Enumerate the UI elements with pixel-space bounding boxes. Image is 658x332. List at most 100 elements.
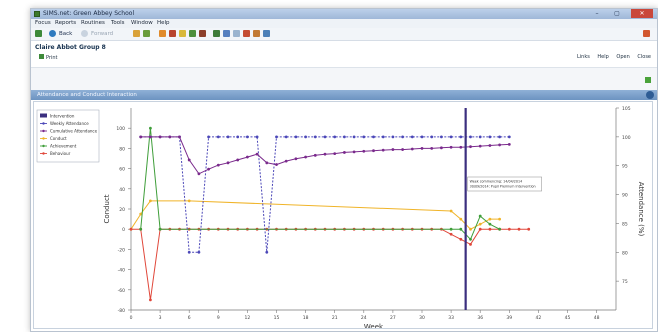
achievement-point [449, 227, 453, 231]
cumulative-attendance-point [488, 144, 492, 147]
achievement-point [469, 237, 472, 241]
x-tick-label: 12 [245, 315, 251, 321]
x-tick-label: 15 [274, 315, 280, 321]
cumulative-attendance-point [401, 148, 404, 151]
menu-tools[interactable]: Tools [111, 20, 125, 26]
cumulative-attendance-point [343, 151, 346, 154]
cumulative-attendance-point [410, 147, 414, 151]
menu-window[interactable]: Window [131, 20, 153, 26]
weekly-attendance-point [294, 135, 298, 139]
cumulative-attendance-point [149, 135, 152, 139]
cumulative-attendance-point [313, 153, 317, 157]
settings-icon[interactable] [645, 77, 651, 83]
calendar-icon[interactable] [223, 30, 230, 37]
x-tick-label: 33 [448, 315, 454, 321]
cumulative-attendance-point [216, 163, 220, 167]
weekly-attendance-point [255, 135, 259, 139]
cumulative-attendance-point [352, 150, 356, 154]
legend-marker [42, 137, 45, 140]
forward-button[interactable]: Forward [91, 31, 114, 37]
weekly-attendance-point [498, 135, 501, 139]
app-icon [34, 11, 40, 17]
help-icon[interactable] [643, 30, 650, 37]
cumulative-attendance-point [430, 147, 434, 150]
chart-icon[interactable] [213, 30, 220, 37]
conduct-icon[interactable] [179, 30, 186, 37]
links-button[interactable]: Links [576, 54, 590, 60]
behaviour-line [131, 228, 529, 300]
weekly-attendance-point [410, 135, 414, 139]
people-icon[interactable] [263, 30, 270, 37]
collapse-icon[interactable] [646, 91, 654, 99]
alert-icon[interactable] [243, 30, 250, 37]
weekly-attendance-point [372, 135, 375, 139]
print-icon [39, 54, 44, 59]
cumulative-attendance-point [178, 135, 181, 139]
notes-icon[interactable] [233, 30, 240, 37]
conduct-point [139, 212, 143, 216]
close-button[interactable]: Close [637, 54, 651, 60]
maximize-button[interactable]: ▢ [614, 10, 620, 17]
cumulative-attendance-point [449, 145, 453, 149]
x-tick-label: 0 [130, 315, 133, 321]
weekly-attendance-point [265, 250, 269, 254]
toolbar: Back Forward [31, 28, 657, 41]
weekly-attendance-point [323, 135, 327, 139]
report-icon[interactable] [199, 30, 206, 37]
close-window-button[interactable]: ✕ [631, 9, 653, 18]
conduct-point [488, 217, 492, 221]
forward-icon[interactable] [81, 30, 88, 37]
cumulative-attendance-point [381, 148, 385, 152]
window-title: SIMS.net: Green Abbey School [43, 10, 135, 17]
legend-marker [42, 122, 45, 125]
weekly-attendance-point [420, 135, 424, 139]
minimize-button[interactable]: – [595, 10, 599, 17]
conduct-point [459, 217, 463, 221]
home-icon[interactable] [35, 30, 42, 37]
menu-reports[interactable]: Reports [55, 20, 77, 26]
y-right-axis-label: Attendance (%) [637, 182, 645, 237]
help-button[interactable]: Help [597, 54, 609, 60]
group-icon[interactable] [159, 30, 166, 37]
menu-help[interactable]: Help [157, 20, 170, 26]
weekly-attendance-point [226, 135, 230, 139]
x-tick-label: 45 [565, 315, 571, 321]
conduct-point [449, 209, 453, 213]
page-title: Claire Abbot Group 8 [35, 44, 106, 51]
conduct-point [498, 217, 501, 221]
cumulative-attendance-point [362, 149, 366, 153]
y-left-tick-label: -40 [118, 268, 125, 274]
weekly-attendance-point [236, 135, 240, 139]
open-button[interactable]: Open [616, 54, 630, 60]
behaviour-point [507, 227, 511, 231]
assessment-icon[interactable] [189, 30, 196, 37]
legend-marker [42, 152, 45, 155]
weekly-attendance-point [362, 135, 366, 139]
achievement-point [498, 227, 501, 231]
achievement-point [139, 227, 143, 231]
search-icon[interactable] [133, 30, 140, 37]
cumulative-attendance-point [168, 135, 172, 139]
menu-routines[interactable]: Routines [81, 20, 105, 26]
attendance-icon[interactable] [169, 30, 176, 37]
y-left-axis-label: Conduct [103, 194, 111, 223]
cumulative-attendance-point [207, 167, 211, 171]
clock-icon[interactable] [253, 30, 260, 37]
cumulative-attendance-point [294, 157, 298, 161]
behaviour-point [517, 227, 521, 231]
behaviour-point [449, 232, 453, 236]
y-left-tick-label: 60 [119, 167, 125, 173]
cumulative-attendance-point [304, 155, 307, 159]
achievement-point [459, 227, 463, 231]
back-button[interactable]: Back [59, 31, 73, 37]
achievement-point [158, 227, 162, 231]
x-tick-label: 6 [188, 315, 191, 321]
back-icon[interactable] [49, 30, 56, 37]
student-icon[interactable] [143, 30, 150, 37]
menu-focus[interactable]: Focus [35, 20, 51, 26]
behaviour-point [459, 237, 463, 241]
weekly-attendance-point [391, 135, 395, 139]
weekly-attendance-point [488, 135, 492, 139]
print-button[interactable]: Print [39, 54, 58, 61]
cumulative-attendance-point [469, 145, 472, 149]
